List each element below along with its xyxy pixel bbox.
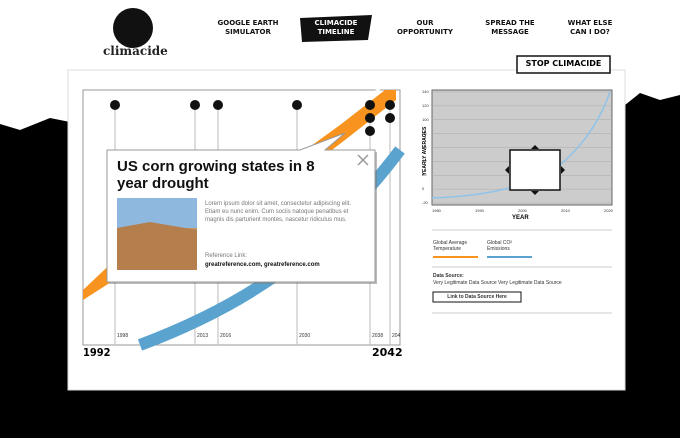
x-tick-label: 2000 bbox=[518, 208, 527, 213]
y-tick-label: 40 bbox=[422, 158, 426, 163]
legend-co2: Global CO² Emissions bbox=[487, 240, 535, 252]
nav-item[interactable]: SPREAD THE MESSAGE bbox=[475, 19, 545, 37]
timeline-year: 2013 bbox=[197, 333, 208, 339]
nav-item[interactable]: GOOGLE EARTH SIMULATOR bbox=[213, 19, 283, 37]
y-tick-label: 0 bbox=[422, 186, 424, 191]
stop-button[interactable]: STOP CLIMACIDE bbox=[517, 59, 610, 68]
x-tick-label: 1980 bbox=[432, 208, 441, 213]
timeline-year: 204 bbox=[392, 333, 400, 339]
y-tick-label: -20 bbox=[422, 200, 428, 205]
source-title: Data Source: bbox=[433, 273, 464, 279]
source-text: Very Legitimate Data Source Very Legitim… bbox=[433, 280, 562, 286]
timeline-year: 1998 bbox=[117, 333, 128, 339]
x-tick-label: 1990 bbox=[475, 208, 484, 213]
y-tick-label: 80 bbox=[422, 131, 426, 136]
timeline-year: 2016 bbox=[220, 333, 231, 339]
logo-text[interactable]: climacide bbox=[103, 44, 168, 58]
reference-links[interactable]: greatreference.com, greatreference.com bbox=[205, 262, 320, 268]
reference-label: Reference Link: bbox=[205, 253, 247, 259]
x-tick-label: 2020 bbox=[604, 208, 613, 213]
page: climacide GOOGLE EARTH SIMULATOR CLIMACI… bbox=[0, 0, 680, 438]
nav-item[interactable]: CLIMACIDE TIMELINE bbox=[301, 19, 371, 37]
popup-body: Lorem ipsum dolor sit amet, consectetur … bbox=[205, 200, 367, 224]
logo-globe bbox=[113, 8, 153, 48]
x-tick-label: 2010 bbox=[561, 208, 570, 213]
y-tick-label: 60 bbox=[422, 145, 426, 150]
y-tick-label: 20 bbox=[422, 172, 426, 177]
y-tick-label: 120 bbox=[422, 103, 429, 108]
legend-temp: Global Average Temperature bbox=[433, 240, 481, 252]
nav-item[interactable]: OUR OPPORTUNITY bbox=[390, 19, 460, 37]
image-desert bbox=[117, 222, 197, 270]
y-tick-label: 100 bbox=[422, 117, 429, 122]
timeline-start: 1992 bbox=[83, 346, 111, 359]
timeline-end: 2042 bbox=[372, 346, 403, 359]
timeline-year: 2030 bbox=[299, 333, 310, 339]
timeline-year: 2038 bbox=[372, 333, 383, 339]
nav-item[interactable]: WHAT ELSE CAN I DO? bbox=[555, 19, 625, 37]
source-button[interactable]: Link to Data Source Here bbox=[433, 294, 521, 300]
y-tick-label: 140 bbox=[422, 89, 429, 94]
zoom-box[interactable] bbox=[510, 150, 560, 190]
popup-title: US corn growing states in 8 year drought bbox=[117, 158, 317, 192]
x-axis-label: YEAR bbox=[512, 215, 529, 221]
